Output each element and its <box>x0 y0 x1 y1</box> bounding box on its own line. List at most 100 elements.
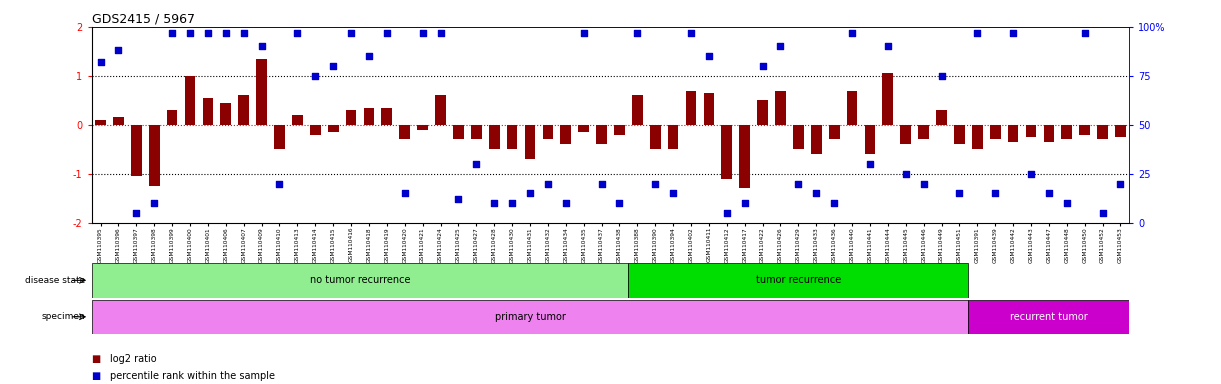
Bar <box>92 300 968 334</box>
Bar <box>292 115 303 125</box>
Point <box>609 200 629 206</box>
Point <box>556 200 575 206</box>
Bar <box>722 125 733 179</box>
Point <box>502 200 521 206</box>
Bar <box>95 120 106 125</box>
Point <box>162 30 182 36</box>
Point <box>288 30 308 36</box>
Point <box>377 30 397 36</box>
Bar <box>149 125 160 186</box>
Bar <box>968 300 1129 334</box>
Bar <box>846 91 857 125</box>
Bar <box>364 108 375 125</box>
Bar <box>346 110 357 125</box>
Bar <box>418 125 429 130</box>
Text: GDS2415 / 5967: GDS2415 / 5967 <box>92 13 194 26</box>
Bar <box>92 263 629 298</box>
Point <box>950 190 969 197</box>
Point <box>127 210 147 216</box>
Point <box>466 161 486 167</box>
Bar <box>703 93 714 125</box>
Point <box>1021 171 1040 177</box>
Point <box>735 200 755 206</box>
Point <box>770 43 790 50</box>
Point <box>359 53 379 60</box>
Bar <box>1098 125 1107 139</box>
Bar <box>757 100 768 125</box>
Bar <box>579 125 589 132</box>
Bar <box>990 125 1000 139</box>
Bar <box>471 125 481 139</box>
Bar <box>668 125 679 149</box>
Bar <box>399 125 410 139</box>
Point <box>663 190 683 197</box>
Point <box>431 30 451 36</box>
Bar <box>488 125 499 149</box>
Bar <box>453 125 464 139</box>
Point <box>1039 190 1059 197</box>
Point <box>967 30 987 36</box>
Bar <box>256 59 267 125</box>
Bar <box>883 73 894 125</box>
Point <box>109 47 128 53</box>
Bar <box>811 125 822 154</box>
Point <box>413 30 432 36</box>
Point <box>824 200 844 206</box>
Text: disease state: disease state <box>26 276 85 285</box>
Point <box>324 63 343 69</box>
Bar <box>650 125 661 149</box>
Bar <box>221 103 231 125</box>
Point <box>538 180 558 187</box>
Bar <box>686 91 696 125</box>
Point <box>305 73 325 79</box>
Bar <box>167 110 177 125</box>
Point <box>144 200 164 206</box>
Point <box>842 30 862 36</box>
Bar <box>131 125 142 176</box>
Bar <box>560 125 571 144</box>
Point <box>628 30 647 36</box>
Bar <box>310 125 321 135</box>
Bar <box>614 125 625 135</box>
Point <box>932 73 951 79</box>
Bar <box>954 125 965 144</box>
Point <box>394 190 414 197</box>
Text: ■: ■ <box>92 371 101 381</box>
Bar <box>507 125 518 149</box>
Point <box>646 180 665 187</box>
Point <box>1111 180 1131 187</box>
Text: recurrent tumor: recurrent tumor <box>1010 312 1088 322</box>
Point <box>270 180 289 187</box>
Point <box>1057 200 1077 206</box>
Bar <box>918 125 929 139</box>
Text: percentile rank within the sample: percentile rank within the sample <box>110 371 275 381</box>
Bar <box>381 108 392 125</box>
Bar <box>1044 125 1054 142</box>
Point <box>198 30 217 36</box>
Bar <box>327 125 338 132</box>
Text: primary tumor: primary tumor <box>495 312 565 322</box>
Point <box>1074 30 1094 36</box>
Bar <box>864 125 875 154</box>
Bar <box>792 125 803 149</box>
Bar <box>238 96 249 125</box>
Point <box>878 43 897 50</box>
Point <box>252 43 271 50</box>
Text: tumor recurrence: tumor recurrence <box>756 275 841 285</box>
Point <box>90 59 110 65</box>
Bar <box>740 125 750 189</box>
Bar <box>203 98 214 125</box>
Point <box>181 30 200 36</box>
Point <box>913 180 933 187</box>
Bar <box>972 125 983 149</box>
Bar <box>632 96 642 125</box>
Point <box>700 53 719 60</box>
Bar <box>1079 125 1090 135</box>
Point <box>896 171 916 177</box>
Point <box>807 190 827 197</box>
Point <box>753 63 773 69</box>
Bar <box>1026 125 1037 137</box>
Point <box>681 30 701 36</box>
Point <box>985 190 1005 197</box>
Point <box>860 161 879 167</box>
